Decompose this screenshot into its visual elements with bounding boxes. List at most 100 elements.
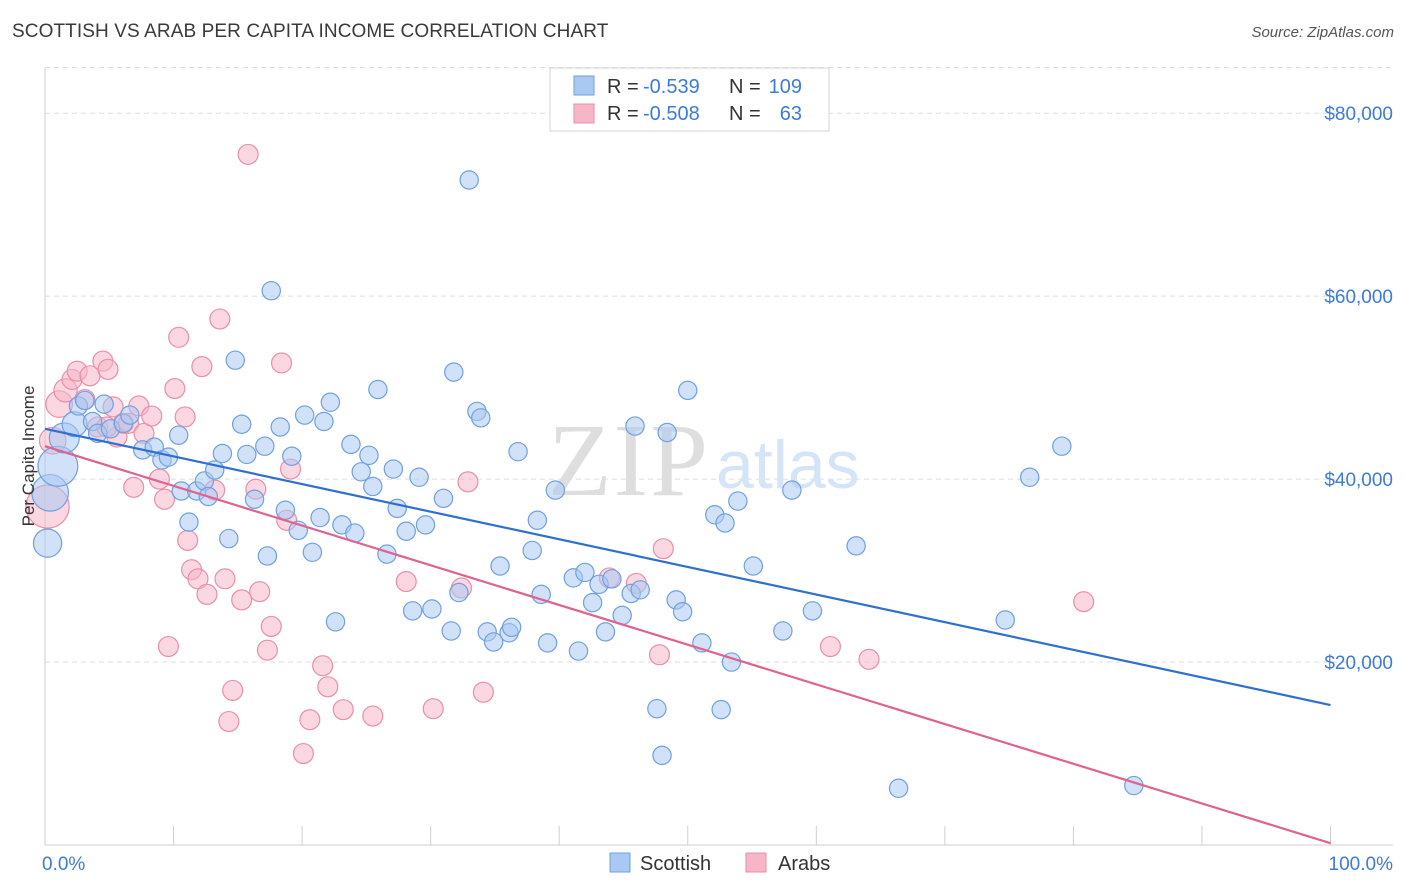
scottish-point xyxy=(231,414,252,434)
scottish-point xyxy=(575,562,595,583)
scottish-n-value: 109 xyxy=(769,76,802,98)
arabs-trend-line xyxy=(44,445,1331,845)
scottish-point xyxy=(582,592,603,613)
y-tick-label: $20,000 xyxy=(1324,653,1393,674)
arabs-point xyxy=(299,709,321,731)
scottish-point xyxy=(888,778,909,799)
scottish-point xyxy=(363,476,383,497)
arabs-r-label: R = xyxy=(607,103,639,125)
scottish-point xyxy=(678,380,698,401)
arabs-point xyxy=(819,635,842,658)
scottish-point xyxy=(715,513,735,533)
y-tick-label: $80,000 xyxy=(1324,104,1393,125)
scottish-point xyxy=(449,582,469,603)
scottish-trend-line xyxy=(44,427,1331,707)
legend-swatch-arabs xyxy=(745,852,767,873)
scottish-point xyxy=(995,610,1015,630)
arabs-point xyxy=(222,679,244,701)
y-tick-label: $40,000 xyxy=(1324,470,1393,491)
scottish-point xyxy=(396,521,416,541)
arabs-r-value: -0.508 xyxy=(643,103,700,125)
scottish-point xyxy=(625,416,645,436)
scottish-point xyxy=(422,599,442,619)
scottish-point xyxy=(302,542,323,563)
arabs-point xyxy=(157,635,179,658)
arabs-point xyxy=(312,655,334,677)
scottish-point xyxy=(255,436,275,456)
arabs-point xyxy=(858,648,880,670)
scottish-point xyxy=(225,350,245,370)
scottish-point xyxy=(341,434,361,455)
scottish-point xyxy=(275,500,296,520)
arabs-point xyxy=(153,488,176,510)
chart-source: Source: ZipAtlas.com xyxy=(1251,24,1394,41)
scottish-point xyxy=(537,633,558,653)
scottish-point xyxy=(94,394,114,414)
arabs-point xyxy=(648,644,671,666)
scottish-point xyxy=(483,632,504,652)
scottish-point xyxy=(402,601,423,621)
scottish-point xyxy=(743,556,764,576)
scottish-point xyxy=(568,641,589,661)
arabs-point xyxy=(422,698,444,720)
scottish-point xyxy=(257,546,278,566)
scottish-point xyxy=(773,621,793,641)
scottish-point xyxy=(219,528,239,549)
y-axis-title: Per Capita Income xyxy=(19,386,38,527)
arabs-point xyxy=(164,378,186,400)
chart-title: SCOTTISH VS ARAB PER CAPITA INCOME CORRE… xyxy=(12,21,609,42)
scottish-point xyxy=(441,621,461,641)
x-tick-label-max: 100.0% xyxy=(1329,854,1394,875)
scottish-point xyxy=(37,445,79,487)
scottish-point xyxy=(471,408,491,428)
scottish-point xyxy=(501,617,522,638)
arabs-point xyxy=(472,681,494,703)
scottish-point xyxy=(490,556,510,576)
arabs-point xyxy=(196,583,218,605)
scottish-point xyxy=(672,602,693,622)
arabs-point xyxy=(177,529,199,551)
scottish-point xyxy=(244,489,265,509)
scottish-r-label: R = xyxy=(607,76,639,98)
arabs-point xyxy=(260,615,282,637)
scottish-point xyxy=(647,698,667,719)
scottish-point xyxy=(282,446,302,466)
scottish-point xyxy=(383,459,404,479)
arabs-point xyxy=(231,589,253,611)
scottish-point xyxy=(212,443,233,464)
scottish-point xyxy=(444,362,464,382)
trend-lines xyxy=(44,427,1331,845)
arabs-point xyxy=(214,568,236,590)
scottish-point xyxy=(120,405,140,425)
legend-label-arabs: Arabs xyxy=(778,853,830,875)
arabs-point xyxy=(317,676,339,698)
arabs-point xyxy=(187,568,209,590)
scottish-r-value: -0.539 xyxy=(643,76,700,98)
scottish-point xyxy=(527,510,548,531)
scottish-point xyxy=(310,507,330,528)
x-tick-label-min: 0.0% xyxy=(42,854,85,875)
scottish-point xyxy=(433,488,454,509)
scottish-point xyxy=(32,528,63,558)
scottish-point xyxy=(1052,436,1072,456)
scottish-point xyxy=(522,540,542,561)
arabs-point xyxy=(270,352,293,374)
arabs-point xyxy=(395,571,417,593)
scottish-point xyxy=(359,445,379,466)
arabs-point xyxy=(457,471,479,493)
scottish-point xyxy=(314,411,334,432)
scottish-point xyxy=(75,390,95,411)
scottish-point xyxy=(728,491,748,511)
scottish-point xyxy=(261,280,281,301)
scottish-point xyxy=(368,379,388,400)
y-tick-labels: $20,000 $40,000 $60,000 $80,000 xyxy=(1324,104,1393,674)
scottish-point xyxy=(657,422,677,443)
arabs-point xyxy=(332,699,354,721)
arabs-point xyxy=(1073,591,1095,613)
scottish-point xyxy=(652,745,672,766)
arabs-point xyxy=(652,538,674,560)
arabs-point xyxy=(97,358,119,380)
arabs-legend-swatch xyxy=(573,103,595,124)
arabs-n-label: N = xyxy=(729,103,761,125)
